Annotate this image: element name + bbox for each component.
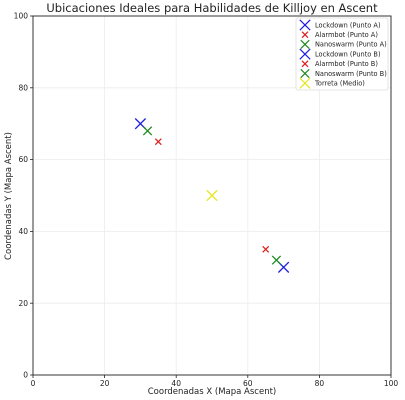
data-point [271,255,282,265]
point-stroke [271,255,282,265]
legend-label: Alarmbot (Punto A) [315,31,378,39]
legend-label: Nanoswarm (Punto A) [315,41,387,49]
legend-marker [300,68,310,79]
point-stroke [262,245,270,253]
legend-item: Alarmbot (Punto A) [301,31,378,39]
data-point [206,189,218,202]
legend-marker [301,31,309,39]
x-tick-label: 40 [171,379,181,388]
legend-marker [299,77,311,89]
y-tick-label: 20 [18,299,28,308]
legend-marker [301,60,309,68]
point-stroke [134,118,147,130]
legend: Lockdown (Punto A) Alarmbot (Punto A) Nano… [295,17,389,91]
legend-label: Torreta (Medio) [314,80,365,88]
point-stroke [154,138,162,146]
point-stroke [277,261,290,273]
legend-item: Lockdown (Punto B) [299,48,381,60]
legend-label: Lockdown (Punto A) [315,21,381,29]
legend-marker [299,48,311,60]
y-tick-label: 80 [18,83,28,92]
y-tick-label: 100 [14,12,29,21]
y-tick-label: 0 [23,371,28,380]
point-stroke [206,189,218,202]
data-point [262,245,270,253]
legend-item: Alarmbot (Punto B) [301,60,378,68]
legend-item: Nanoswarm (Punto A) [300,39,387,50]
y-tick-label: 40 [18,227,28,236]
y-tick-label: 60 [18,155,28,164]
y-axis-label: Coordenadas Y (Mapa Ascent) [4,132,14,260]
ticks: 0 20 40 60 80 100 0 20 40 60 80 100 [14,12,399,388]
data-point [142,126,153,136]
legend-marker [299,19,311,31]
chart-title: Ubicaciones Ideales para Habilidades de … [46,1,378,15]
x-axis-label: Coordenadas X (Mapa Ascent) [148,387,277,397]
legend-item: Lockdown (Punto A) [299,19,381,31]
legend-label: Nanoswarm (Punto B) [315,70,387,78]
data-point [154,138,162,146]
x-tick-label: 60 [243,379,253,388]
x-tick-label: 100 [384,379,399,388]
legend-item: Torreta (Medio) [299,77,365,89]
x-tick-label: 20 [100,379,110,388]
legend-label: Alarmbot (Punto B) [315,60,378,68]
legend-item: Nanoswarm (Punto B) [300,68,387,79]
x-tick-label: 0 [31,379,36,388]
data-points [134,118,290,273]
x-tick-label: 80 [315,379,325,388]
legend-box [295,17,389,91]
plot-frame [32,15,392,376]
legend-label: Lockdown (Punto B) [315,50,381,58]
point-stroke [142,126,153,136]
legend-marker [300,39,310,50]
